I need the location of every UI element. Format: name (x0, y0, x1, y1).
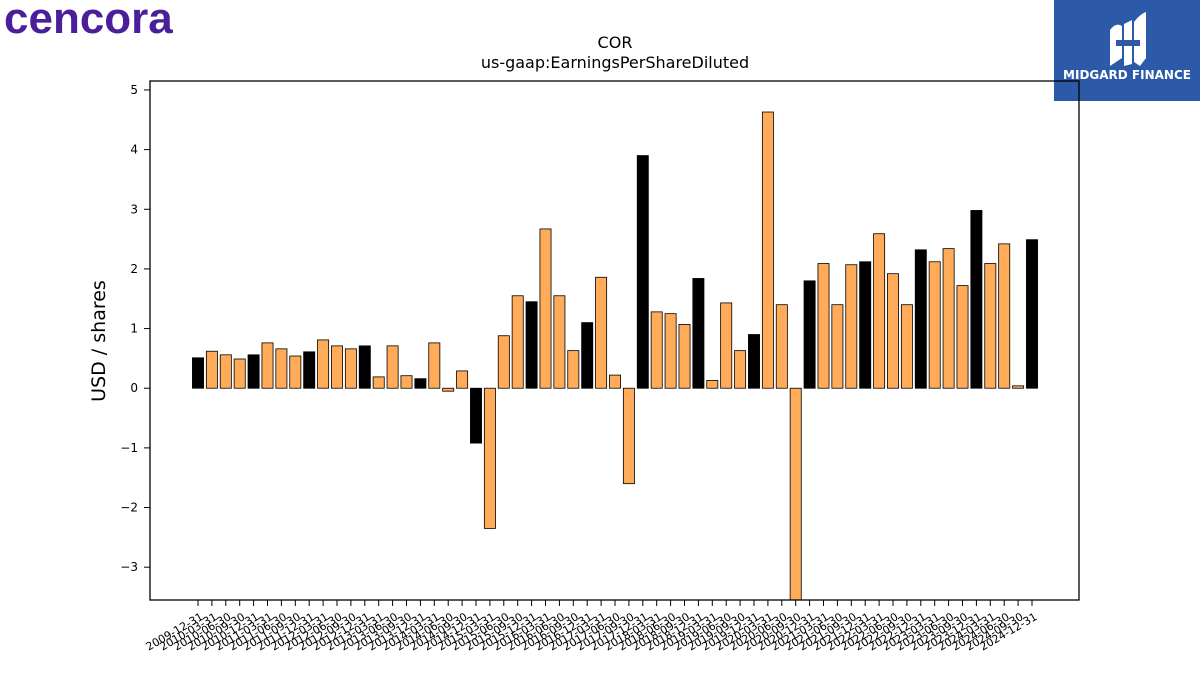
bar-2020-06-30 (775, 304, 788, 389)
plot-frame (149, 80, 1080, 601)
bar-2014-06-30 (442, 387, 455, 392)
bar-2023-03-31 (928, 261, 941, 389)
bar-2021-06-30 (831, 304, 844, 389)
bar-2023-06-30 (942, 248, 955, 389)
bar-2019-12-31 (748, 334, 760, 389)
bar-2024-12-31 (1026, 239, 1038, 389)
bar-2016-12-31 (581, 322, 594, 389)
bar-2014-09-30 (456, 370, 469, 389)
x-ticks: 2009-12-312010-03-312010-06-302010-09-30… (144, 600, 1040, 653)
bar-2013-09-30 (400, 375, 413, 389)
bar-2017-06-30 (609, 374, 621, 389)
bar-2021-03-31 (817, 263, 830, 389)
bar-2017-03-31 (595, 276, 608, 389)
y-tick-label: 3 (130, 202, 138, 216)
bar-2010-06-30 (219, 354, 232, 389)
bar-2011-12-31 (303, 351, 316, 389)
cencora-logo: cencora (4, 0, 173, 43)
bar-2012-06-30 (331, 345, 343, 389)
y-tick-label: 5 (130, 83, 138, 97)
bar-2019-03-31 (706, 380, 719, 389)
bar-2021-09-30 (845, 264, 858, 389)
bar-2017-12-31 (636, 155, 649, 389)
bar-2020-09-30 (789, 387, 802, 601)
bar-2023-12-31 (970, 210, 983, 389)
bar-2010-12-31 (247, 354, 260, 389)
bar-2020-03-31 (761, 111, 774, 389)
bar-2015-06-30 (497, 335, 510, 389)
bar-2024-03-31 (984, 263, 997, 389)
bar-2019-06-30 (720, 302, 733, 389)
bar-2012-03-31 (317, 339, 330, 389)
bar-2018-09-30 (678, 323, 691, 389)
bar-2015-09-30 (511, 295, 524, 389)
y-tick-label: 2 (130, 262, 138, 276)
bar-2010-09-30 (233, 358, 246, 389)
bar-2022-03-31 (873, 233, 886, 389)
y-tick-label: 1 (130, 322, 138, 336)
bar-2018-03-31 (650, 311, 663, 389)
bar-2013-12-31 (414, 378, 427, 389)
bar-2016-06-30 (553, 295, 566, 389)
bar-2018-12-31 (692, 278, 705, 389)
bar-2024-09-30 (1012, 385, 1025, 389)
bar-2015-12-31 (525, 301, 538, 389)
bar-2022-09-30 (900, 304, 913, 389)
chart-title: COR (598, 33, 633, 52)
bar-2011-06-30 (275, 348, 288, 389)
bar-2022-06-30 (887, 273, 899, 389)
midgard-finance-logo-mark (1054, 0, 1200, 101)
y-tick-label: 0 (130, 381, 138, 395)
bar-2021-12-31 (859, 261, 872, 389)
bar-2016-09-30 (567, 350, 580, 389)
bar-2011-03-31 (261, 342, 274, 389)
y-ticks: −3 −2 −1 0 1 2 3 4 5 (120, 83, 150, 574)
bar-2012-09-30 (344, 348, 357, 389)
bar-2009-12-31 (192, 357, 204, 389)
bar-2012-12-31 (358, 345, 371, 389)
y-tick-label: −3 (120, 560, 138, 574)
bar-2017-09-30 (622, 387, 635, 485)
bars-layer (192, 111, 1038, 601)
y-tick-label: −2 (120, 501, 138, 515)
y-tick-label: −1 (120, 441, 138, 455)
y-tick-label: 4 (130, 143, 138, 157)
bar-2023-09-30 (956, 285, 969, 389)
bar-2024-06-30 (998, 243, 1011, 389)
bar-2015-03-31 (483, 387, 496, 529)
bar-2022-12-31 (914, 249, 927, 389)
midgard-finance-text: MIDGARD FINANCE (1063, 68, 1191, 82)
y-axis-label: USD / shares (88, 280, 110, 402)
bar-2016-03-31 (539, 228, 552, 389)
bar-2011-09-30 (289, 355, 302, 389)
bar-2018-06-30 (664, 313, 677, 389)
bar-2020-12-31 (803, 280, 816, 389)
bar-2014-03-31 (428, 342, 441, 389)
bar-2019-09-30 (734, 350, 747, 389)
midgard-finance-logo: MIDGARD FINANCE (1054, 0, 1200, 101)
chart-subtitle: us-gaap:EarningsPerShareDiluted (481, 53, 749, 72)
bar-2013-03-31 (372, 376, 385, 389)
bar-2014-12-31 (470, 387, 482, 444)
bar-2013-06-30 (386, 345, 399, 389)
bar-2010-03-31 (205, 350, 218, 389)
